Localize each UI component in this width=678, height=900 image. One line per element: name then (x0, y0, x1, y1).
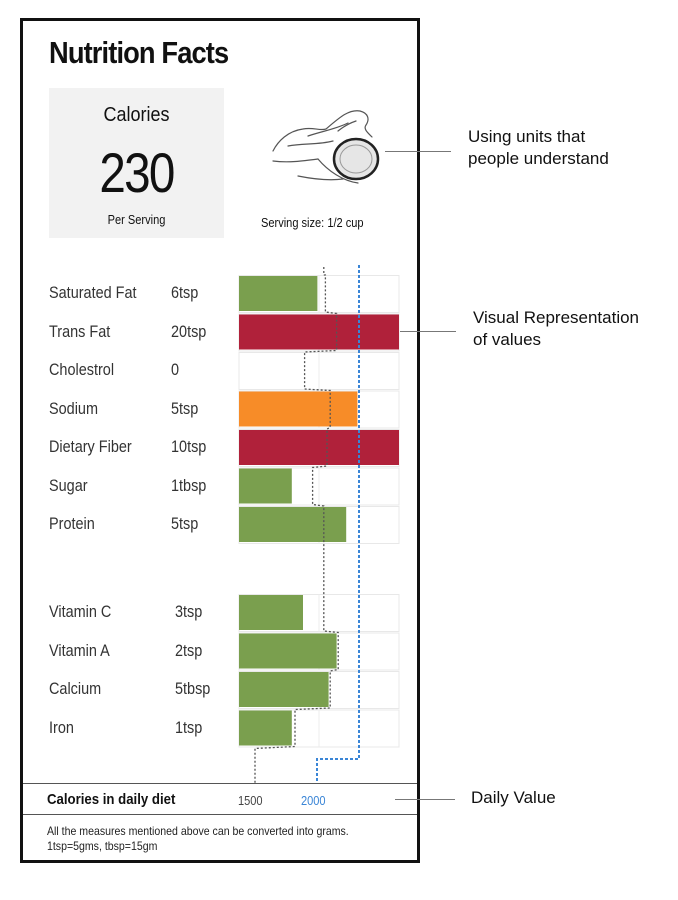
chart-bar (239, 314, 399, 350)
nutrient-name: Trans Fat (49, 321, 111, 341)
nutrient-amount: 3tsp (175, 602, 203, 621)
annotation-units-line2: people understand (468, 149, 609, 168)
nutrient-name: Protein (49, 514, 95, 533)
nutrient-amount: 1tsp (175, 717, 203, 737)
nutrient-amount: 5tsp (171, 398, 199, 418)
annotation-visual-line1: Visual Representation (473, 308, 640, 327)
nutrient-amount: 1tbsp (171, 475, 207, 495)
nutrient-name: Sodium (49, 398, 98, 418)
chart-bar (239, 507, 347, 542)
calories-box: Calories 230 Per Serving (49, 88, 224, 238)
chart-row-background (238, 671, 400, 709)
nutrition-label: Nutrition Facts Calories 230 Per Serving… (20, 18, 420, 863)
annotation-visual: Visual Representation of values (473, 307, 639, 351)
chart-row-background (238, 632, 400, 671)
annotation-visual-line2: of values (473, 330, 542, 349)
chart-bar (239, 276, 318, 311)
nutrient-name: Vitamin A (49, 640, 110, 660)
nutrient-name: Dietary Fiber (49, 437, 132, 456)
chart-row-background (238, 429, 400, 467)
calories-value: 230 (99, 141, 175, 204)
chart-row-background (238, 390, 400, 429)
daily-diet-1500: 1500 (238, 793, 263, 808)
nutrient-amount: 10tsp (171, 437, 207, 456)
daily-diet-label: Calories in daily diet (47, 791, 176, 808)
nutrient-name: Calcium (49, 679, 102, 698)
chart-bar (239, 672, 329, 707)
chart-bar (239, 710, 292, 746)
chart-bar (239, 633, 337, 669)
chart-bar (239, 468, 292, 504)
hand-holding-cup-icon (272, 110, 380, 184)
annotation-units-connector (385, 151, 451, 152)
chart-bar (239, 430, 399, 465)
daily-diet-2000: 2000 (301, 793, 326, 808)
chart-row-background (238, 313, 400, 352)
nutrient-amount: 2tsp (175, 640, 203, 660)
daily-value-1500-line (254, 267, 339, 783)
serving-size: Serving size: 1/2 cup (261, 215, 364, 230)
daily-diet-top-divider (23, 783, 417, 784)
chart-row-background (238, 275, 400, 313)
chart-row-background (238, 352, 400, 390)
chart-bar (239, 595, 303, 630)
conversion-note: All the measures mentioned above can be … (47, 824, 373, 854)
calories-label: Calories (103, 104, 170, 126)
conversion-note-line1: All the measures mentioned above can be … (47, 824, 349, 838)
chart-row-background (238, 709, 400, 748)
daily-value-2000-line (316, 265, 360, 783)
nutrient-name: Sugar (49, 475, 88, 495)
annotation-units: Using units that people understand (468, 126, 609, 170)
nutrient-amount: 5tbsp (175, 679, 211, 698)
label-title: Nutrition Facts (49, 35, 229, 70)
nutrient-amount: 0 (171, 360, 180, 379)
nutrient-name: Iron (49, 717, 74, 737)
annotation-daily-connector (395, 799, 455, 800)
nutrient-name: Vitamin C (49, 602, 112, 621)
daily-diet-bottom-divider (23, 814, 417, 815)
annotation-daily: Daily Value (471, 788, 556, 807)
nutrient-amount: 6tsp (171, 283, 199, 302)
nutrient-name: Cholestrol (49, 360, 115, 379)
chart-bar (239, 391, 358, 427)
nutrient-name: Saturated Fat (49, 283, 137, 302)
nutrient-amount: 20tsp (171, 321, 207, 341)
chart-row-background (238, 467, 400, 506)
nutrient-amount: 5tsp (171, 514, 199, 533)
chart-row-background (238, 594, 400, 632)
annotation-units-line1: Using units that (468, 127, 586, 146)
annotation-visual-connector (400, 331, 456, 332)
conversion-note-line2: 1tsp=5gms, tbsp=15gm (47, 839, 158, 853)
per-serving-label: Per Serving (107, 212, 166, 227)
chart-row-background (238, 506, 400, 544)
